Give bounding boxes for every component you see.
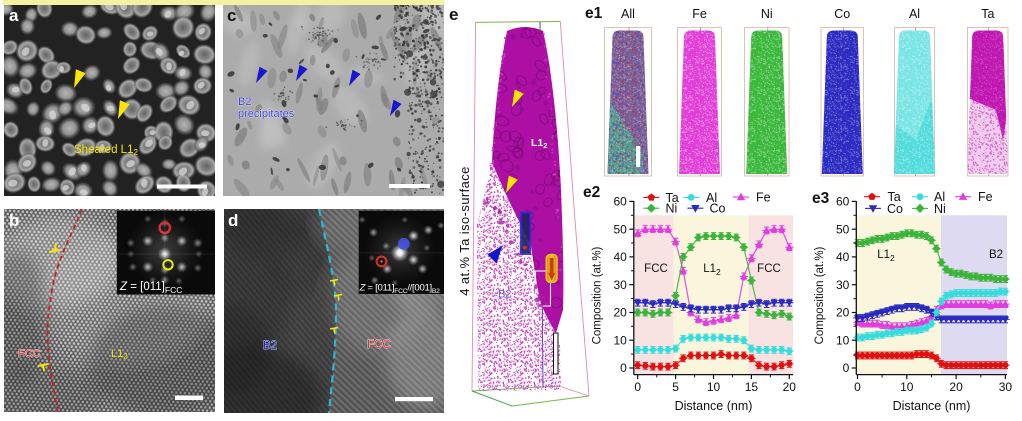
svg-text:B2: B2 (238, 96, 251, 108)
svg-text:Ta: Ta (666, 191, 679, 205)
svg-text:30: 30 (836, 278, 850, 292)
svg-text:e2: e2 (583, 184, 600, 201)
svg-text:0: 0 (634, 380, 641, 394)
svg-text:B2: B2 (263, 340, 277, 352)
svg-text:Fe: Fe (978, 190, 993, 204)
svg-text:e1: e1 (585, 5, 603, 22)
svg-text:Co: Co (834, 7, 850, 21)
svg-text:All: All (621, 7, 635, 21)
svg-text:4 at.% Ta iso-surface: 4 at.% Ta iso-surface (457, 166, 472, 296)
svg-text:Al: Al (934, 190, 945, 204)
svg-text:B2: B2 (989, 249, 1003, 261)
svg-text:Fe: Fe (692, 7, 707, 21)
svg-text:Ta: Ta (981, 7, 994, 21)
svg-text:50: 50 (613, 222, 627, 236)
svg-text:a: a (9, 6, 19, 25)
svg-text:FCC: FCC (757, 263, 781, 275)
svg-text:20: 20 (783, 380, 797, 394)
svg-text:L12: L12 (531, 137, 547, 150)
svg-text:Ni: Ni (934, 202, 946, 216)
svg-text:Fe: Fe (756, 191, 771, 205)
svg-text:precipitates: precipitates (238, 108, 295, 120)
svg-text:20: 20 (836, 306, 850, 320)
svg-text:Z = [011]FCC//[001]B2: Z = [011]FCC//[001]B2 (359, 283, 441, 296)
svg-text:Co: Co (710, 202, 726, 216)
svg-text:Ni: Ni (761, 7, 773, 21)
svg-text:L12: L12 (877, 249, 895, 263)
svg-text:e: e (449, 5, 458, 24)
svg-text:5: 5 (672, 380, 679, 394)
svg-text:b: b (9, 211, 19, 230)
svg-text:Composition (at.%): Composition (at.%) (592, 246, 604, 344)
svg-text:FCC: FCC (18, 348, 41, 360)
svg-text:10: 10 (900, 380, 914, 394)
svg-text:Ta: Ta (888, 190, 901, 204)
svg-text:Al: Al (909, 7, 920, 21)
svg-text:15: 15 (745, 380, 759, 394)
svg-text:FCC: FCC (367, 339, 391, 351)
svg-text:40: 40 (613, 250, 627, 264)
svg-text:Ni: Ni (666, 202, 678, 216)
svg-text:10: 10 (707, 380, 721, 394)
svg-text:0: 0 (854, 380, 861, 394)
svg-text:d: d (228, 211, 238, 230)
svg-text:Al: Al (706, 191, 717, 205)
svg-text:40: 40 (836, 250, 850, 264)
svg-text:10: 10 (613, 333, 627, 347)
svg-text:10: 10 (836, 333, 850, 347)
svg-text:30: 30 (999, 380, 1013, 394)
svg-text:Co: Co (887, 202, 903, 216)
svg-text:e3: e3 (812, 190, 830, 207)
svg-text:0: 0 (843, 361, 850, 375)
svg-text:Distance (nm): Distance (nm) (675, 399, 753, 413)
svg-text:60: 60 (836, 195, 850, 209)
svg-text:30: 30 (613, 278, 627, 292)
svg-text:Z = [011]FCC: Z = [011]FCC (119, 281, 182, 295)
svg-text:L12: L12 (111, 348, 128, 361)
svg-text:50: 50 (836, 222, 850, 236)
svg-text:L12: L12 (703, 263, 721, 277)
svg-text:Composition (at.%): Composition (at.%) (814, 246, 826, 344)
svg-text:Distance (nm): Distance (nm) (893, 399, 971, 413)
svg-text:Sheared L12: Sheared L12 (74, 144, 138, 157)
svg-text:20: 20 (613, 306, 627, 320)
svg-text:0: 0 (620, 361, 627, 375)
svg-text:20: 20 (949, 380, 963, 394)
svg-text:c: c (227, 6, 236, 25)
svg-text:FCC: FCC (644, 263, 668, 275)
svg-text:B2: B2 (498, 289, 511, 301)
svg-text:60: 60 (613, 195, 627, 209)
